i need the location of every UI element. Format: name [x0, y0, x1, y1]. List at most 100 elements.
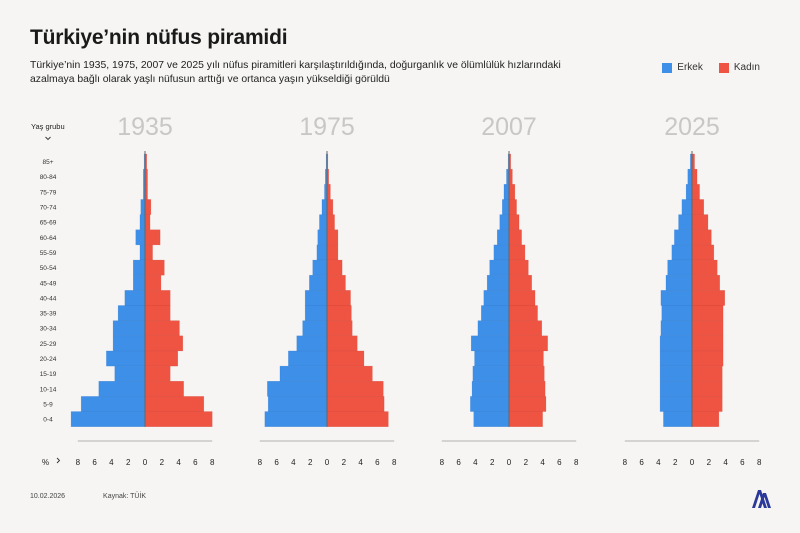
age-group-label: 60-64	[40, 235, 57, 242]
female-bar	[144, 365, 171, 382]
female-bar	[326, 411, 389, 427]
x-tick-label: 8	[392, 458, 397, 467]
female-bar	[326, 184, 331, 200]
age-group-label: 55-59	[40, 250, 57, 257]
male-bar	[499, 214, 510, 231]
female-bar	[508, 214, 520, 231]
x-tick-label: 2	[524, 458, 529, 467]
legend-swatch-male	[662, 62, 673, 73]
male-bar	[321, 199, 328, 215]
female-bar	[326, 365, 373, 382]
female-bar	[508, 290, 536, 306]
age-group-label: 0-4	[43, 417, 53, 424]
x-axis-label: %	[42, 458, 49, 467]
male-bar	[493, 244, 510, 261]
male-bar	[70, 411, 146, 427]
male-bar	[472, 365, 510, 382]
female-bar	[144, 290, 171, 306]
female-bar	[508, 244, 526, 261]
male-bar	[470, 396, 510, 412]
female-bar	[508, 229, 522, 246]
male-bar	[659, 335, 693, 352]
male-bar	[319, 214, 328, 231]
footer-date: 10.02.2026	[30, 493, 66, 500]
male-bar	[117, 305, 146, 321]
female-bar	[691, 290, 726, 306]
male-bar	[302, 320, 328, 337]
female-bar	[691, 274, 720, 291]
female-bar	[508, 199, 517, 215]
male-bar	[316, 244, 328, 261]
age-group-label: 35-39	[40, 311, 57, 318]
year-label: 1935	[117, 113, 173, 141]
female-bar	[508, 335, 548, 352]
page-subtitle: Türkiye’nin 1935, 1975, 2007 ve 2025 yıl…	[30, 60, 561, 85]
female-bar	[691, 411, 720, 427]
x-tick-label: 2	[707, 458, 712, 467]
x-tick-label: 2	[490, 458, 495, 467]
male-bar	[304, 305, 328, 321]
legend: Erkek Kadın	[662, 62, 760, 73]
female-bar	[326, 350, 365, 367]
male-bar	[667, 259, 693, 276]
male-bar	[267, 396, 328, 412]
female-bar	[326, 320, 353, 337]
x-tick-label: 0	[143, 458, 148, 467]
x-tick-label: 8	[574, 458, 579, 467]
female-bar	[326, 259, 343, 276]
year-label: 2007	[481, 113, 537, 141]
male-bar	[659, 365, 693, 382]
male-bar	[132, 259, 146, 276]
age-group-label: 50-54	[40, 265, 57, 272]
x-tick-label: 8	[210, 458, 215, 467]
x-tick-label: 2	[160, 458, 165, 467]
female-bar	[144, 411, 213, 427]
female-bar	[508, 168, 513, 185]
male-bar	[140, 199, 146, 215]
male-bar	[685, 184, 693, 200]
female-bar	[326, 305, 352, 321]
age-group-label: 80-84	[40, 174, 57, 181]
legend-item-male: Erkek	[662, 62, 703, 73]
male-bar	[132, 274, 146, 291]
male-bar	[486, 274, 510, 291]
female-bar	[144, 350, 179, 367]
male-bar	[661, 305, 693, 321]
x-tick-label: 4	[723, 458, 728, 467]
x-tick-label: 6	[375, 458, 380, 467]
male-bar	[80, 396, 146, 412]
x-tick-label: 4	[358, 458, 363, 467]
x-tick-label: 8	[258, 458, 263, 467]
x-tick-label: 8	[440, 458, 445, 467]
female-bar	[691, 168, 698, 185]
female-bar	[508, 274, 532, 291]
x-tick-label: 8	[757, 458, 762, 467]
female-bar	[326, 381, 384, 397]
x-tick-label: 8	[623, 458, 628, 467]
female-bar	[326, 396, 385, 412]
male-bar	[687, 168, 693, 185]
female-bar	[691, 305, 724, 321]
female-bar	[144, 214, 151, 231]
legend-label-male: Erkek	[677, 62, 703, 73]
x-tick-label: 2	[342, 458, 347, 467]
male-bar	[489, 259, 510, 276]
male-bar	[312, 259, 328, 276]
age-group-label: 25-29	[40, 341, 57, 348]
male-bar	[288, 350, 328, 367]
x-tick-label: 2	[673, 458, 678, 467]
male-bar	[665, 274, 693, 291]
female-bar	[508, 350, 544, 367]
x-tick-label: 6	[92, 458, 97, 467]
female-bar	[508, 396, 547, 412]
male-bar	[671, 244, 693, 261]
female-bar	[326, 244, 339, 261]
age-group-label: 70-74	[40, 205, 57, 212]
female-bar	[691, 350, 724, 367]
female-bar	[508, 184, 516, 200]
x-tick-label: 0	[325, 458, 330, 467]
male-bar	[659, 350, 693, 367]
male-bar	[112, 320, 146, 337]
female-bar	[691, 214, 709, 231]
